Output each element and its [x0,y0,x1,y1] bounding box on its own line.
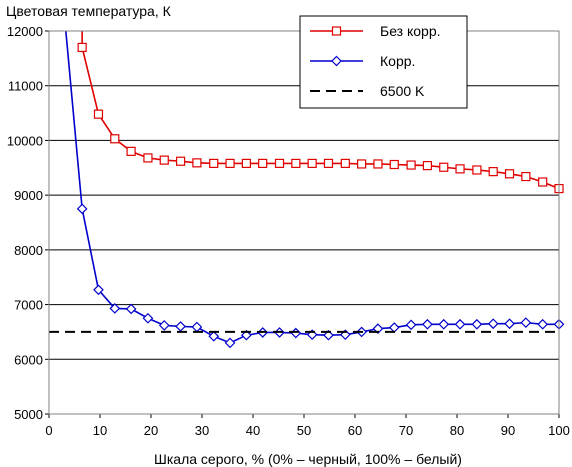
series-0-point-17 [357,159,367,169]
series-1-point-24 [471,318,483,330]
series-1-point-0 [76,203,88,215]
x-tick-label-0: 0 [45,423,52,438]
series-0-point-16 [340,158,350,169]
series-0-point-20 [406,160,416,170]
series-0-point-15 [323,158,334,169]
series-0-point-0 [77,42,87,53]
y-tick-label-7: 12000 [7,24,43,39]
series-0-point-13 [291,158,301,169]
x-tick-label-1: 10 [93,423,107,438]
series-1-point-19 [388,322,400,333]
legend: Без корр. Корр. 6500 K [299,15,468,109]
series-0-point-6 [175,156,186,166]
chart-title: Цветовая температура, К [6,3,172,19]
x-tick-label-8: 80 [450,423,464,438]
series-1-point-4 [142,312,154,324]
x-axis-ticks: 0 10 20 30 40 50 60 70 80 90 100 [45,414,570,438]
series-1-point-6 [175,321,186,332]
series-0-point-3 [126,146,136,156]
legend-label-2: 6500 K [380,83,425,99]
series-1-point-21 [422,318,433,330]
series-0-point-1 [93,109,104,119]
series-0-point-21 [422,160,433,171]
series-0-point-5 [159,155,169,165]
series-1-point-7 [191,321,203,333]
series-0-point-22 [439,162,449,172]
y-tick-label-6: 11000 [8,79,43,94]
x-tick-label-10: 100 [548,423,570,438]
series-0-point-23 [455,164,465,174]
series-0-point-18 [373,159,383,169]
series-0-point-9 [225,158,235,169]
series-0-point-26 [504,169,515,179]
series-1-point-23 [454,318,466,330]
series-1-point-18 [372,323,384,334]
series-0-point-2 [110,134,120,144]
series-0-point-10 [241,158,251,169]
series-1-point-5 [158,320,170,331]
y-axis-ticks: 5000 6000 7000 8000 9000 10000 11000 12000 [7,24,49,422]
series-0-point-4 [143,153,153,163]
series-1-point-8 [208,330,220,342]
series-1-point-20 [405,319,417,331]
y-tick-label-4: 9000 [14,188,43,203]
series-1-point-2 [109,303,121,314]
series-0-point-28 [538,177,548,187]
series-1 [65,30,565,349]
series-0-point-24 [472,165,482,175]
legend-label-1: Корр. [380,53,415,69]
x-tick-label-9: 90 [501,423,515,438]
y-tick-label-3: 8000 [14,243,43,258]
series-0-point-27 [521,171,531,182]
legend-marker-1 [331,55,342,67]
y-tick-label-1: 6000 [14,352,43,367]
y-tick-label-5: 10000 [7,133,43,148]
series-1-point-3 [125,303,137,315]
series-1-point-27 [520,317,532,328]
series-1-point-25 [487,318,499,330]
x-tick-label-2: 20 [144,423,158,438]
legend-label-0: Без корр. [380,23,441,39]
series-1-point-26 [504,318,515,330]
series-0-point-14 [307,158,317,169]
y-tick-label-2: 7000 [14,298,43,313]
x-tick-label-6: 60 [348,423,362,438]
series-0-point-19 [389,159,399,170]
x-tick-label-3: 30 [195,423,209,438]
series-0-point-8 [209,158,219,169]
series-1-point-28 [537,318,549,330]
y-tick-label-0: 5000 [14,407,43,422]
series-1-point-13 [290,327,302,339]
x-tick-label-7: 70 [399,423,413,438]
series-0-point-11 [258,158,268,169]
series-0-point-12 [274,158,285,169]
legend-marker-0 [331,26,342,36]
series-1-point-9 [224,337,236,349]
x-axis-label: Шкала серого, % (0% – черный, 100% – бел… [154,451,462,467]
series-0-point-7 [192,158,202,168]
series-1-point-22 [438,318,450,330]
series-0-point-25 [488,167,498,177]
series-1-point-1 [93,284,104,296]
x-tick-label-5: 50 [297,423,311,438]
x-tick-label-4: 40 [246,423,260,438]
series-1-point-15 [323,329,334,341]
series-1-point-10 [241,329,252,341]
gridlines [49,85,559,360]
